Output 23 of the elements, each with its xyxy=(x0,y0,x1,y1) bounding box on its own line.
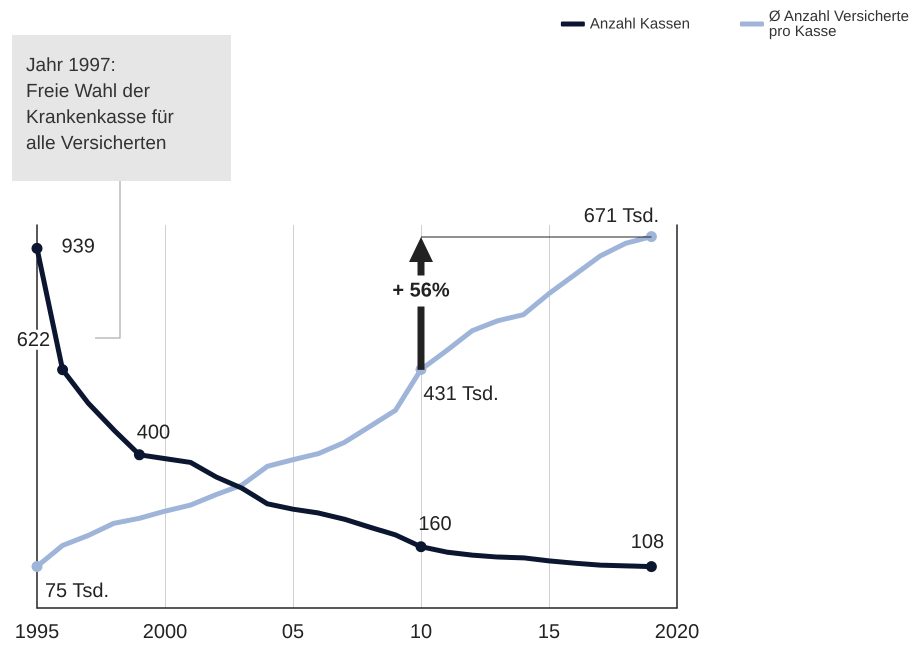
x-tick-label: 05 xyxy=(282,621,304,643)
legend-label: Anzahl Kassen xyxy=(590,16,690,32)
x-tick-label: 1995 xyxy=(14,621,60,643)
point xyxy=(134,449,145,460)
point xyxy=(416,541,426,552)
data-label: 622 xyxy=(16,328,50,351)
data-label: 160 xyxy=(418,513,452,536)
x-tick-label: 2020 xyxy=(654,621,700,643)
text: Jahr 1997: Freie Wahl der Krankenkasse für alle Versicherten xyxy=(12,35,231,181)
x-tick-label: 10 xyxy=(410,621,432,643)
x-tick-label: 2000 xyxy=(142,621,188,643)
data-label: 400 xyxy=(136,421,170,444)
annotation: + 56% xyxy=(390,276,452,307)
data-label: 108 xyxy=(630,531,664,554)
data-label: 75 Tsd. xyxy=(44,580,110,602)
x-tick-label: 15 xyxy=(538,621,560,643)
point xyxy=(57,364,68,376)
point xyxy=(32,242,42,254)
point xyxy=(646,561,657,572)
data-label: 431 Tsd. xyxy=(423,382,499,405)
data-label: 671 Tsd. xyxy=(584,205,660,228)
data-label: 939 xyxy=(62,235,95,258)
legend-label: Ø Anzahl Versicherte pro Kasse xyxy=(768,8,914,40)
